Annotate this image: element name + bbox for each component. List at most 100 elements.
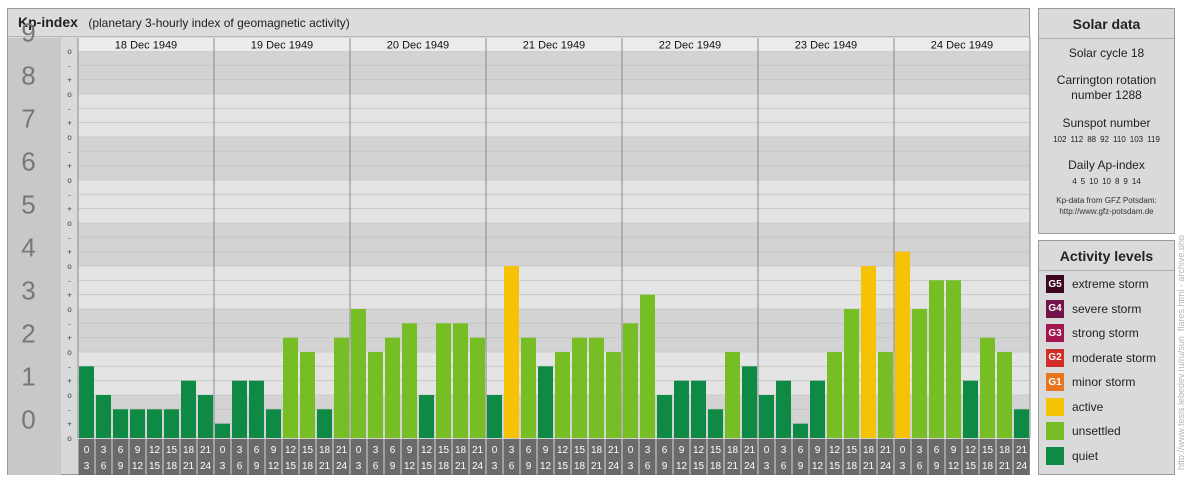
x-label-cell [656, 439, 673, 475]
x-label-cell [673, 439, 690, 475]
y-tick-label: 3 [21, 276, 35, 306]
ap-value: 9 [1123, 177, 1128, 186]
kp-bar-chart: 18 Dec 1949 19 Dec 1949 20 Dec 1949 21 Dec … [8, 18, 1031, 475]
level-swatch: G2 [1046, 348, 1064, 367]
level-label: quiet [1072, 448, 1099, 463]
x-label-cell [129, 439, 146, 475]
kp-bar [113, 409, 128, 438]
x-interval-end: 18 [574, 461, 586, 472]
x-interval-start: 18 [455, 445, 467, 456]
x-interval-end: 12 [812, 461, 824, 472]
kp-bar [300, 352, 315, 438]
y-subtick-label: + [67, 420, 72, 429]
kp-bar [198, 395, 213, 438]
y-subtick-label: + [67, 248, 72, 257]
x-interval-start: 3 [237, 445, 243, 456]
kp-bar [946, 280, 961, 438]
x-label-cell [248, 439, 265, 475]
activity-levels-heading: Activity levels [1039, 241, 1174, 271]
x-interval-start: 9 [951, 445, 957, 456]
y-tick-label: 1 [21, 362, 35, 392]
level-label: severe storm [1072, 301, 1142, 316]
x-label-cell [792, 439, 809, 475]
kp-bar [929, 280, 944, 438]
y-subtick-label: o [67, 391, 72, 400]
kp-bar [419, 395, 434, 438]
y-subtick-label: - [68, 61, 71, 70]
x-interval-start: 6 [526, 445, 532, 456]
kp-bar [436, 323, 451, 438]
kp-bar [674, 380, 689, 438]
kp-bar [164, 409, 179, 438]
level-swatch [1046, 397, 1064, 416]
kp-bar [606, 352, 621, 438]
level-swatch: G5 [1046, 275, 1064, 294]
y-subtick-label: o [67, 434, 72, 443]
level-swatch: G1 [1046, 373, 1064, 392]
day-label: 18 Dec 1949 [115, 40, 177, 52]
x-label-cell [367, 439, 384, 475]
x-label-cell [418, 439, 435, 475]
x-interval-end: 21 [863, 461, 875, 472]
x-interval-end: 21 [727, 461, 739, 472]
day-header-band [78, 38, 1030, 51]
level-swatch [1046, 422, 1064, 441]
kp-bar [980, 337, 995, 438]
x-interval-end: 18 [846, 461, 858, 472]
x-interval-start: 12 [829, 445, 841, 456]
y-subtick-label: o [67, 219, 72, 228]
ap-value: 8 [1114, 177, 1120, 186]
x-interval-start: 15 [574, 445, 586, 456]
x-label-cell [231, 439, 248, 475]
kp-bar [96, 395, 111, 438]
kp-bar [130, 409, 145, 438]
kp-bar [963, 380, 978, 438]
level-swatch [1046, 446, 1064, 465]
x-interval-start: 18 [319, 445, 331, 456]
x-label-cell [282, 439, 299, 475]
x-label-cell [741, 439, 758, 475]
activity-level-item: G2 moderate storm [1039, 346, 1174, 371]
kp-band [78, 94, 1030, 137]
x-interval-end: 9 [934, 461, 940, 472]
x-interval-start: 18 [863, 445, 875, 456]
kp-band [78, 266, 1030, 309]
x-interval-end: 24 [1016, 461, 1028, 472]
ap-value: 10 [1089, 177, 1099, 186]
chart-subtitle: (planetary 3-hourly index of geomagnetic… [88, 16, 350, 30]
x-interval-end: 9 [118, 461, 124, 472]
kp-bar [912, 309, 927, 438]
x-interval-end: 21 [455, 461, 467, 472]
kp-bar [742, 366, 757, 438]
x-label-cell [163, 439, 180, 475]
y-subtick-label: - [68, 233, 71, 242]
level-label: unsettled [1072, 424, 1121, 439]
x-interval-start: 6 [934, 445, 940, 456]
kp-bar [844, 309, 859, 438]
x-interval-start: 3 [509, 445, 515, 456]
x-label-cell [622, 439, 639, 475]
x-interval-start: 0 [220, 445, 226, 456]
y-subtick-label: + [67, 377, 72, 386]
x-interval-start: 15 [982, 445, 994, 456]
x-interval-end: 6 [509, 461, 515, 472]
x-interval-start: 6 [254, 445, 260, 456]
x-interval-end: 24 [472, 461, 484, 472]
kp-band [78, 309, 1030, 352]
kp-bar [283, 337, 298, 438]
x-interval-start: 21 [608, 445, 620, 456]
kp-bar [521, 337, 536, 438]
x-label-cell [537, 439, 554, 475]
kp-bar [572, 337, 587, 438]
x-interval-end: 18 [166, 461, 178, 472]
x-label-cell [928, 439, 945, 475]
y-subtick-label: - [68, 319, 71, 328]
kp-bar [708, 409, 723, 438]
x-interval-start: 12 [965, 445, 977, 456]
kp-bar [827, 352, 842, 438]
x-interval-start: 21 [880, 445, 892, 456]
kp-bar [793, 423, 808, 438]
sunspot-values: 102 112 88 92 110 103 119 [1039, 135, 1174, 144]
x-interval-start: 18 [727, 445, 739, 456]
x-label-cell [299, 439, 316, 475]
